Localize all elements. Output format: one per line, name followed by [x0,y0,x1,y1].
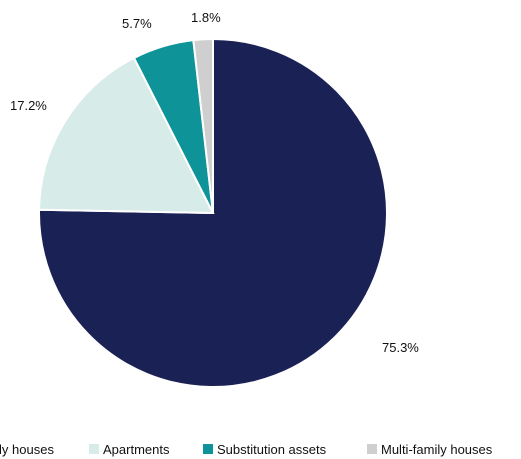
legend-item-multi-family: Multi-family houses [367,442,493,457]
data-label-apartments: 17.2% [10,98,47,113]
data-label-multi-family: 1.8% [191,10,221,25]
pie-slices [38,37,388,388]
legend-label-multi-family: Multi-family houses [381,442,493,457]
chart-legend: Single-family houses Apartments Substitu… [0,442,493,457]
legend-item-substitution-assets: Substitution assets [203,442,327,457]
legend-item-single-family: Single-family houses [0,442,54,457]
pie-data-labels: 75.3% 17.2% 5.7% 1.8% [10,10,419,355]
legend-swatch-substitution-assets [203,444,213,454]
legend-item-apartments: Apartments [89,442,170,457]
data-label-single-family: 75.3% [382,340,419,355]
legend-label-apartments: Apartments [103,442,170,457]
legend-swatch-apartments [89,444,99,454]
data-label-substitution-assets: 5.7% [122,16,152,31]
legend-swatch-multi-family [367,444,377,454]
pie-slice-apartments [38,56,215,215]
legend-label-single-family: Single-family houses [0,442,54,457]
legend-label-substitution-assets: Substitution assets [217,442,327,457]
pie-slice-multi-family [192,37,214,214]
